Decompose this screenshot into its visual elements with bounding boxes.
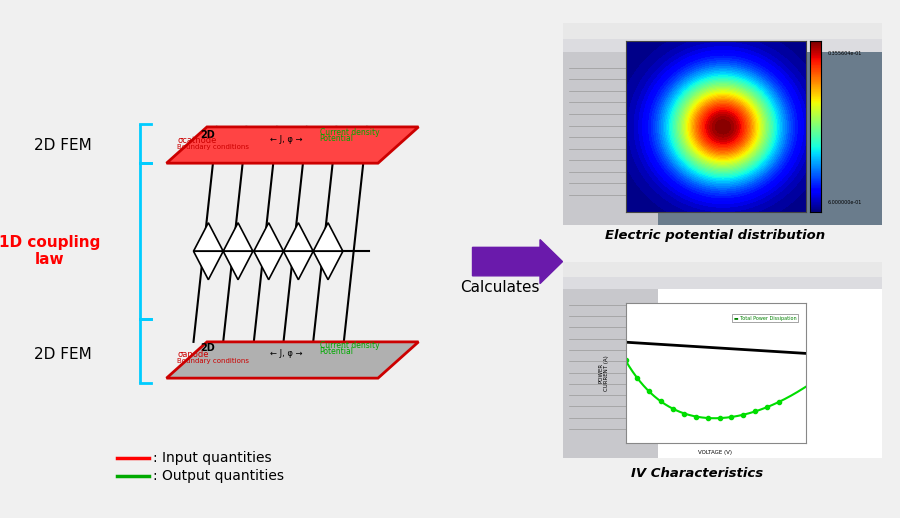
Text: 2D: 2D: [200, 343, 214, 353]
Text: 0.355604e-01: 0.355604e-01: [827, 51, 861, 56]
Polygon shape: [313, 223, 343, 251]
Bar: [659, 289, 882, 458]
Polygon shape: [166, 342, 418, 378]
Polygon shape: [313, 251, 343, 280]
Text: IV Characteristics: IV Characteristics: [632, 467, 763, 481]
Text: Electric potential distribution: Electric potential distribution: [606, 229, 825, 242]
Text: ← J, φ →: ← J, φ →: [270, 135, 302, 145]
Text: Boundary conditions: Boundary conditions: [177, 144, 249, 150]
Polygon shape: [254, 223, 284, 251]
Bar: [562, 39, 882, 52]
Text: 2D FEM: 2D FEM: [34, 348, 92, 362]
Polygon shape: [284, 223, 313, 251]
Text: Potential: Potential: [320, 347, 354, 356]
Bar: [562, 289, 659, 458]
Bar: [562, 262, 882, 277]
Text: σcathode: σcathode: [177, 136, 217, 146]
Bar: [562, 277, 882, 289]
Text: ← J, φ →: ← J, φ →: [270, 349, 302, 358]
Polygon shape: [194, 223, 223, 251]
Text: Potential: Potential: [320, 134, 354, 143]
Polygon shape: [194, 251, 223, 280]
Text: : Input quantities: : Input quantities: [153, 451, 272, 466]
Text: Boundary conditions: Boundary conditions: [177, 357, 249, 364]
Polygon shape: [254, 251, 284, 280]
Text: : Output quantities: : Output quantities: [153, 468, 284, 483]
Text: VOLTAGE (V): VOLTAGE (V): [698, 450, 733, 455]
Text: 2D FEM: 2D FEM: [34, 138, 92, 152]
Polygon shape: [166, 127, 418, 163]
Text: Calculates: Calculates: [460, 280, 539, 295]
Text: ▬ Total Power Dissipation: ▬ Total Power Dissipation: [734, 316, 796, 321]
Polygon shape: [284, 251, 313, 280]
Text: 1D coupling
law: 1D coupling law: [0, 235, 100, 267]
Text: 6.000000e-01: 6.000000e-01: [827, 199, 861, 205]
Bar: [562, 23, 882, 39]
Bar: [659, 52, 882, 225]
Text: 2D: 2D: [200, 130, 214, 140]
Text: POWER
CURRENT (A): POWER CURRENT (A): [598, 355, 609, 391]
Polygon shape: [223, 251, 253, 280]
Text: Current density: Current density: [320, 341, 379, 350]
Text: Current density: Current density: [320, 127, 379, 137]
FancyArrow shape: [472, 239, 562, 284]
Bar: [562, 52, 659, 225]
Polygon shape: [223, 223, 253, 251]
Text: σanode: σanode: [177, 350, 209, 359]
